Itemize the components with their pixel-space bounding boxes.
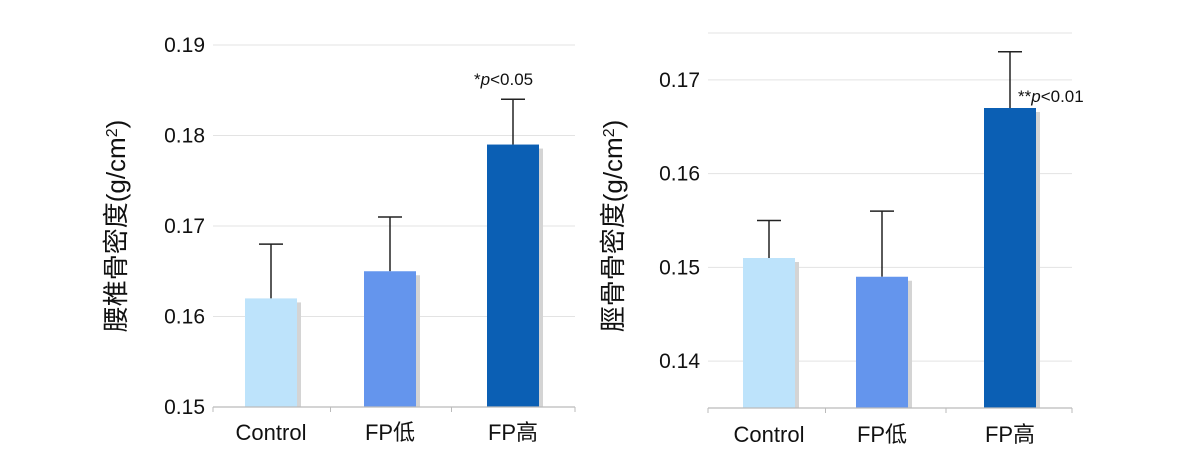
y-tick-label: 0.15 [164,396,205,419]
category-label: FP低 [365,420,415,445]
y-axis-label-main: 脛骨骨密度 [598,202,628,332]
category-label: FP高 [985,422,1035,447]
bar-2 [984,108,1036,408]
annotation-threshold: <0.05 [490,70,533,89]
y-tick-label: 0.17 [659,69,700,92]
y-axis-label: 腰椎骨密度(g/cm2) [101,120,131,333]
annotation-stars: ** [1018,87,1032,106]
significance-annotation: **p<0.01 [1018,87,1084,106]
bar-2 [487,144,539,408]
y-axis-label-close: ) [101,120,131,129]
category-label: FP高 [488,420,538,445]
annotation-threshold: <0.01 [1041,87,1084,106]
category-label: FP低 [857,422,907,447]
y-axis-label-unit: (g/cm [101,137,131,202]
y-tick-label: 0.14 [659,350,700,373]
y-tick-label: 0.16 [659,163,700,186]
y-tick-label: 0.15 [659,256,700,279]
y-axis-label-unit: (g/cm [598,137,628,202]
y-axis-label: 脛骨骨密度(g/cm2) [598,120,628,333]
annotation-stars: * [474,70,481,89]
y-tick-label: 0.18 [164,125,205,148]
y-axis-label-main: 腰椎骨密度 [101,202,131,332]
lumbar-bmd-chart: 0.15 0.16 0.17 0.18 0.19 Control FP低 FP高 腰椎骨密度(g… [101,34,576,445]
bar-1 [856,276,908,408]
y-tick-label: 0.16 [164,306,205,329]
annotation-p: p [1030,87,1040,106]
bar-0 [743,258,795,408]
bar-0 [245,298,297,407]
annotation-p: p [480,70,490,89]
y-tick-label: 0.19 [164,34,205,57]
y-axis-label-close: ) [598,120,628,129]
significance-annotation: *p<0.05 [474,70,533,89]
y-axis-label-superscript: 2 [104,128,121,137]
category-label: Control [236,420,307,445]
category-label: Control [734,422,805,447]
y-tick-label: 0.17 [164,215,205,238]
y-axis-label-superscript: 2 [601,128,618,137]
tibia-bmd-chart: 0.14 0.15 0.16 0.17 Control FP低 FP高 脛骨骨密度(g/cm2… [598,32,1084,447]
bar-1 [364,271,416,407]
